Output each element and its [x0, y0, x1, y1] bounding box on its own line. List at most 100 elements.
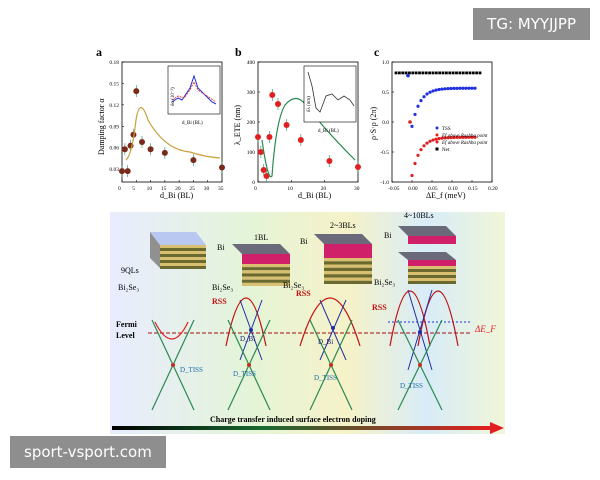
layer — [160, 251, 206, 254]
rashba-point — [440, 136, 444, 140]
layer — [408, 272, 456, 275]
tss-point — [413, 112, 417, 117]
data-point — [275, 101, 281, 107]
x-tick-label: 5 — [132, 186, 135, 192]
layer — [408, 278, 456, 281]
x-tick-label: 20 — [175, 186, 181, 192]
dtss-label-1: D_TISS — [180, 366, 203, 374]
net-point — [424, 71, 428, 75]
rashba-point — [437, 136, 441, 141]
tss-point — [473, 86, 477, 90]
dtss-label-2: D_TISS — [233, 370, 256, 378]
tss-point — [422, 95, 426, 99]
panel-a: Damping factor α d_Bi (BL) 0 5 10 15 20 25 30 3… — [97, 60, 225, 200]
net-point — [438, 71, 442, 75]
data-point — [147, 146, 154, 153]
doping-arrow-head — [490, 422, 504, 434]
y-tick-label: 0.0 — [382, 120, 389, 126]
net-point — [448, 71, 452, 75]
drss-label-2: D_Bi — [318, 338, 333, 346]
data-point — [255, 134, 261, 140]
band-diagram-4: RSS D_TISS — [372, 289, 459, 411]
x-tick-label: 0 — [254, 186, 257, 192]
layer — [242, 264, 290, 268]
label-23bl: 2~3BLs — [330, 221, 356, 230]
label-410bl: 4~10BLs — [404, 211, 434, 220]
tss-point — [449, 86, 453, 91]
y-tick-label: 0.06 — [109, 146, 119, 152]
y-tick-label: 400 — [247, 60, 256, 66]
band-diagram-2: RSS D_Bi D_TISS — [212, 297, 271, 411]
stack-410bl — [398, 226, 456, 284]
label-bi2se3-2: Bi₂Se₃ — [212, 283, 233, 292]
caption: Charge transfer induced surface electron… — [210, 415, 376, 424]
layer — [242, 276, 290, 280]
net-point — [465, 71, 468, 75]
tss-point — [461, 86, 465, 90]
tss-point — [437, 87, 441, 92]
data-point — [121, 146, 128, 153]
tss-point — [419, 98, 423, 103]
x-tick-label: 0 — [118, 186, 121, 192]
label-9ql: 9QLs — [121, 266, 139, 275]
net-point — [418, 71, 421, 75]
rashba-point — [422, 144, 426, 148]
rashba-point — [408, 120, 412, 124]
y-tick-label: -0.5 — [380, 150, 389, 156]
net-point — [458, 71, 462, 75]
rashba-point — [416, 153, 420, 157]
panel-c-legend-net: Net — [442, 148, 450, 153]
x-tick-label: 0.05 — [428, 186, 438, 192]
layer — [160, 245, 206, 248]
x-tick-label: 0.15 — [468, 186, 478, 192]
net-point — [468, 71, 472, 75]
data-point — [355, 164, 361, 170]
layer — [160, 263, 206, 266]
label-bi2se3-1: Bi₂Se₃ — [118, 283, 139, 292]
layer — [160, 254, 206, 257]
panel-c: ρ·S·ρ (2π) ΔE_f (meV) -0.05 0.00 0.05 0.10 0… — [369, 60, 498, 200]
rashba-point — [452, 135, 456, 140]
x-tick-label: 20 — [321, 186, 327, 192]
stack-23bl — [314, 234, 372, 284]
x-tick-label: 30 — [204, 186, 210, 192]
layer — [242, 279, 290, 283]
layer — [160, 248, 206, 251]
rashba-point — [446, 136, 450, 140]
rashba-point — [455, 135, 459, 140]
tss-point — [455, 86, 459, 90]
label-1bl: 1BL — [254, 233, 268, 242]
layer — [324, 258, 372, 262]
rashba-point — [461, 135, 465, 139]
panel-b-inset-xlabel: d_Bi (BL) — [318, 129, 339, 134]
layer — [242, 267, 290, 271]
data-point — [266, 134, 273, 140]
x-tick-label: 25 — [189, 186, 195, 192]
rashba-point — [467, 135, 471, 139]
watermark-bottom: sport-vsport.com — [10, 436, 166, 468]
rss-label-3: RSS — [372, 303, 387, 312]
data-point — [260, 167, 267, 173]
rashba-point — [425, 141, 429, 145]
panel-c-xlabel: ΔE_f (meV) — [426, 191, 466, 200]
layer — [324, 264, 372, 268]
panel-a-inset-curve — [171, 74, 217, 105]
tss-point — [470, 86, 474, 90]
layer — [324, 274, 372, 278]
layer — [160, 266, 206, 269]
net-point — [475, 71, 479, 75]
data-point — [269, 92, 276, 98]
y-tick-label: -1.0 — [380, 180, 389, 186]
data-point — [139, 139, 145, 145]
x-tick-label: 30 — [354, 186, 360, 192]
panel-c-legend: TSS Ef above Rashba point Ef above Rashb… — [435, 126, 488, 153]
layer — [408, 281, 456, 284]
net-point — [401, 71, 405, 75]
data-point — [219, 164, 225, 171]
panel-c-letter: c — [374, 45, 380, 59]
panel-c-legend-tss: TSS — [442, 127, 451, 132]
net-point — [411, 71, 415, 75]
data-point — [119, 168, 125, 175]
net-point — [428, 71, 431, 75]
dtss-label-4: D_TISS — [400, 382, 423, 390]
